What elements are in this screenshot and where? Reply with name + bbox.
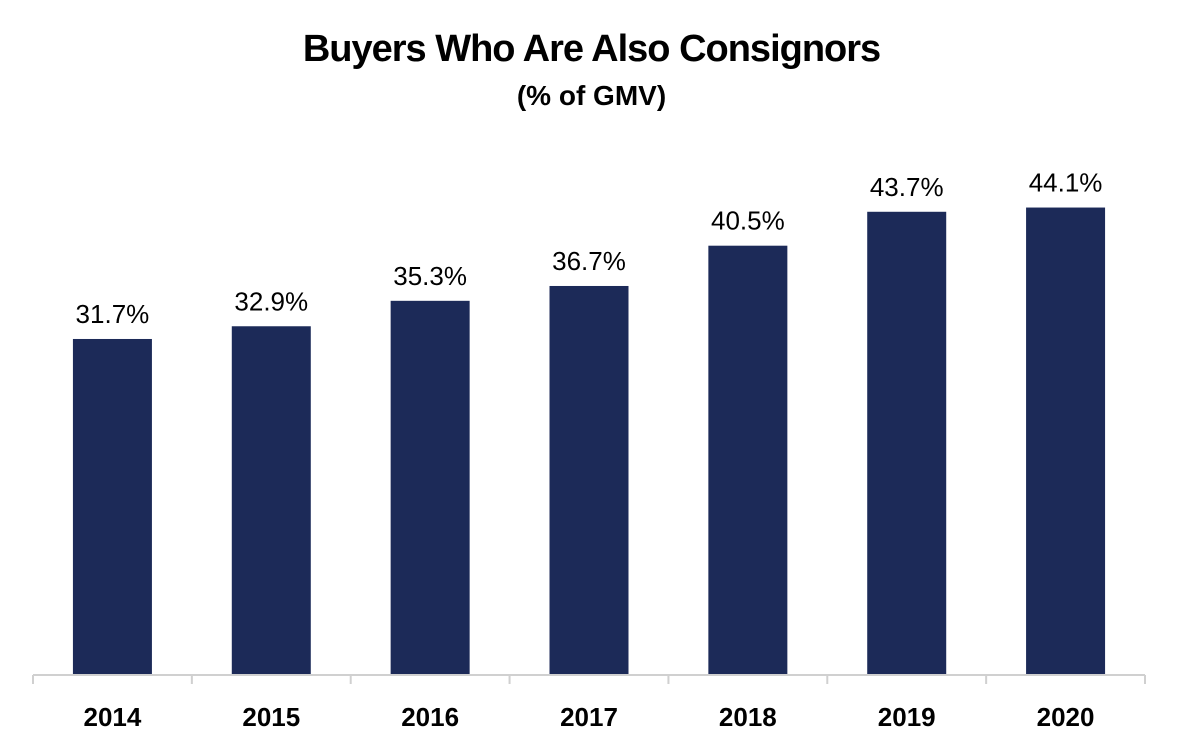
data-label: 43.7% — [870, 172, 944, 202]
bar — [867, 211, 947, 675]
x-tick-label: 2015 — [242, 702, 300, 732]
x-tick-label: 2017 — [560, 702, 618, 732]
bar — [390, 300, 470, 675]
x-tick-label: 2020 — [1037, 702, 1095, 732]
bar — [549, 285, 629, 675]
data-label: 36.7% — [552, 246, 626, 276]
data-label: 32.9% — [234, 286, 308, 316]
bar — [72, 338, 152, 675]
bar — [231, 326, 311, 675]
bar — [708, 245, 788, 675]
x-tick-label: 2018 — [719, 702, 777, 732]
data-label: 44.1% — [1029, 168, 1103, 198]
x-tick-label: 2014 — [84, 702, 142, 732]
data-label: 35.3% — [393, 261, 467, 291]
bar — [1026, 207, 1106, 676]
data-label: 40.5% — [711, 206, 785, 236]
x-tick-label: 2019 — [878, 702, 936, 732]
chart-subtitle: (% of GMV) — [516, 80, 667, 111]
data-label: 31.7% — [76, 299, 150, 329]
x-tick-label: 2016 — [401, 702, 459, 732]
chart-title: Buyers Who Are Also Consignors — [302, 28, 881, 70]
